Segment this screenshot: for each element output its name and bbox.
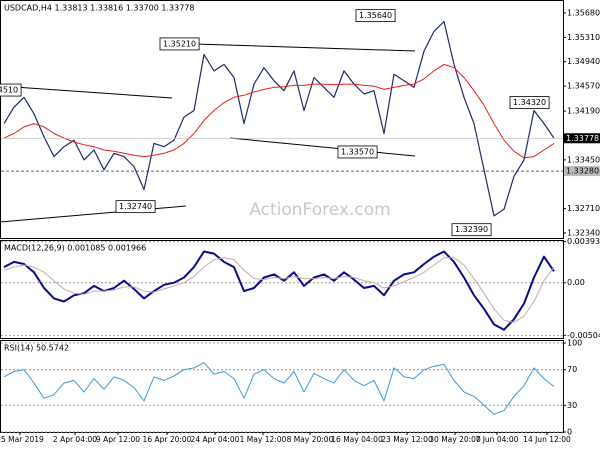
x-tick-label: 8 May 20:00 [287, 435, 334, 444]
price-panel [0, 0, 564, 239]
series-line [3, 20, 555, 217]
x-tick-label: 16 Apr 20:00 [143, 435, 192, 444]
panel-title: USDCAD,H4 1.33813 1.33816 1.33700 1.3377… [4, 4, 194, 13]
level-label: 1.33280 [566, 167, 599, 176]
y-tick-label: 100 [567, 339, 582, 348]
x-tick-label: 14 Jun 12:00 [523, 435, 571, 444]
price-label: 1.32390 [455, 225, 488, 234]
x-tick-label: 1 May 12:00 [240, 435, 287, 444]
y-tick-label: 1.34570 [567, 82, 600, 91]
y-tick-label: 1.35310 [567, 33, 600, 42]
panel-title: RSI(14) 50.5742 [4, 344, 69, 353]
y-tick-label: 1.33450 [567, 155, 600, 164]
price-label: 1.33570 [341, 147, 374, 156]
trend-lines [0, 43, 416, 223]
y-tick-label: 0.003939 [567, 237, 600, 246]
y-tick-label: 1.34190 [567, 107, 600, 116]
trend-line [0, 205, 187, 223]
x-tick-label: 30 May 20:00 [429, 435, 481, 444]
price-label-box [159, 37, 200, 51]
price-label: 1.34320 [513, 98, 546, 107]
y-tick-label: 30 [567, 401, 577, 410]
y-tick-label: 70 [567, 365, 577, 374]
x-tick-label: 16 May 04:00 [331, 435, 383, 444]
x-tick-label: 2 Apr 04:00 [53, 435, 97, 444]
y-tick-label: 1.32710 [567, 204, 600, 213]
trend-line [229, 137, 416, 157]
x-tick-label: 7 Jun 04:00 [476, 435, 519, 444]
x-tick-label: 24 Apr 04:00 [191, 435, 240, 444]
watermark: ActionForex.com [249, 200, 390, 220]
macd-panel [0, 240, 564, 339]
trend-line [194, 43, 416, 52]
panel-title: MACD(12,26,9) 0.001085 0.001966 [4, 244, 146, 253]
y-tick-label: 0.00 [567, 278, 585, 287]
price-label-box [0, 83, 22, 97]
x-tick-label: 25 Mar 2019 [0, 435, 44, 444]
y-tick-label: 1.32340 [567, 228, 600, 237]
series-line [3, 257, 555, 323]
price-label-box [355, 9, 396, 23]
price-label-box [509, 96, 550, 109]
price-label-box [337, 145, 378, 159]
y-tick-label: 0 [567, 428, 572, 437]
trend-line [0, 85, 173, 99]
current-price-box [564, 133, 600, 144]
price-label: 1.35640 [359, 11, 392, 20]
series-line [3, 362, 555, 415]
price-label: 1.34510 [0, 86, 18, 95]
y-tick-label: 1.34940 [567, 57, 600, 66]
current-price-label: 1.33778 [566, 134, 599, 143]
level-label-box [564, 166, 600, 177]
price-label: 1.35210 [163, 39, 196, 48]
price-label: 1.32740 [119, 202, 152, 211]
price-label-box [451, 223, 492, 237]
x-tick-label: 9 Apr 12:00 [96, 435, 140, 444]
series-line [3, 250, 555, 331]
rsi-panel [0, 340, 564, 433]
price-label-box [115, 200, 156, 214]
x-tick-label: 23 May 12:00 [381, 435, 433, 444]
y-tick-label: 1.35680 [567, 8, 600, 17]
y-tick-label: -0.005044 [567, 331, 600, 340]
series-line [3, 63, 555, 159]
